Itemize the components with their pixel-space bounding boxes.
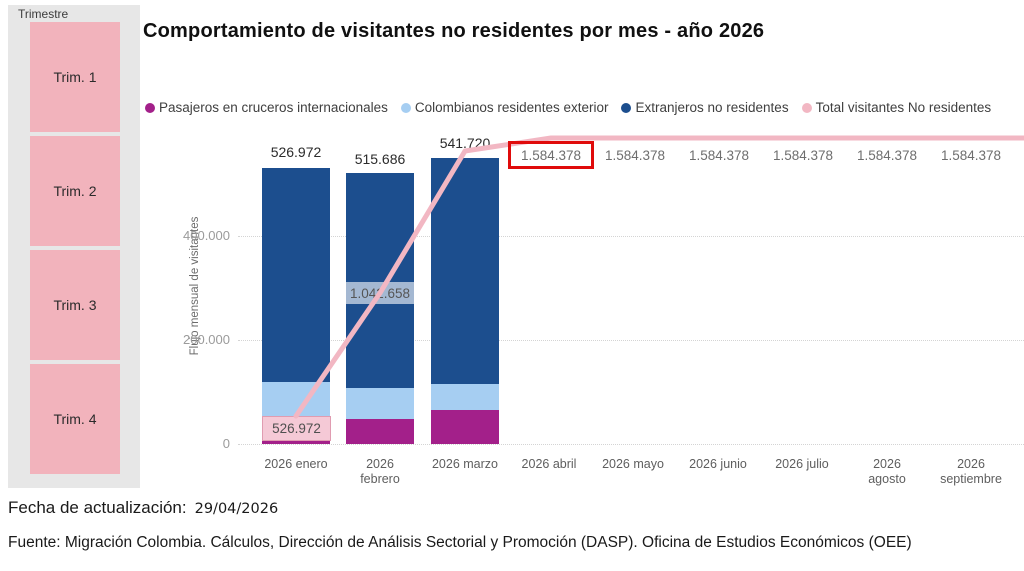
bar-febrero[interactable] — [346, 173, 414, 444]
sidebar-item-trim-1[interactable]: Trim. 1 — [30, 22, 120, 132]
bar-marzo[interactable] — [431, 158, 499, 444]
x-label-mayo: 2026 mayo — [602, 457, 664, 471]
line-label-enero: 526.972 — [262, 416, 331, 441]
x-label-julio: 2026 julio — [775, 457, 829, 471]
legend-item-extranjeros[interactable]: Extranjeros no residentes — [621, 100, 789, 115]
line-label-febrero: 1.042.658 — [346, 282, 414, 304]
bar-total-febrero: 515.686 — [354, 151, 406, 167]
line-label-septiembre: 1.584.378 — [940, 148, 1002, 163]
legend-label: Extranjeros no residentes — [635, 100, 789, 115]
source-line: Fuente: Migración Colombia. Cálculos, Di… — [8, 534, 912, 551]
x-label-enero: 2026 enero — [264, 457, 328, 471]
bar-enero-extranjeros[interactable] — [262, 168, 330, 382]
y-axis-title: Flujo mensual de visitantes — [189, 216, 201, 356]
update-date-label: Fecha de actualización: — [8, 498, 187, 517]
line-label-abril: 1.584.378 — [520, 148, 582, 163]
x-label-agosto: 2026 agosto — [868, 457, 906, 486]
bar-marzo-cruceros[interactable] — [431, 410, 499, 444]
trim-4-label: Trim. 4 — [53, 411, 97, 427]
x-label-junio: 2026 junio — [689, 457, 747, 471]
y-tick-200k: 200.000 — [183, 332, 230, 347]
x-label-abril: 2026 abril — [521, 457, 577, 471]
bar-marzo-colombianos[interactable] — [431, 384, 499, 410]
sidebar-item-trim-4[interactable]: Trim. 4 — [30, 364, 120, 474]
bar-total-enero: 526.972 — [270, 144, 322, 160]
bar-marzo-extranjeros[interactable] — [431, 158, 499, 384]
line-label-junio: 1.584.378 — [688, 148, 750, 163]
gridline-0 — [238, 444, 1024, 445]
legend-item-total[interactable]: Total visitantes No residentes — [801, 100, 992, 115]
legend-dot-lightblue-icon — [400, 102, 411, 113]
sidebar-item-trim-2[interactable]: Trim. 2 — [30, 136, 120, 246]
chart-legend: Pasajeros en cruceros internacionales Co… — [145, 100, 1020, 115]
update-date-line: Fecha de actualización: 29/04/2026 — [8, 498, 278, 518]
legend-label: Colombianos residentes exterior — [414, 100, 609, 115]
trim-2-label: Trim. 2 — [53, 183, 97, 199]
filter-title: Trimestre — [18, 7, 69, 21]
legend-dot-navy-icon — [621, 102, 632, 113]
legend-item-colombianos[interactable]: Colombianos residentes exterior — [400, 100, 609, 115]
bar-febrero-cruceros[interactable] — [346, 419, 414, 444]
sidebar-item-trim-3[interactable]: Trim. 3 — [30, 250, 120, 360]
trimestre-filter-panel: Trimestre Trim. 1 Trim. 2 Trim. 3 Trim. … — [8, 5, 140, 488]
y-tick-400k: 400.000 — [183, 228, 230, 243]
x-label-marzo: 2026 marzo — [431, 457, 498, 471]
legend-label: Total visitantes No residentes — [815, 100, 992, 115]
bar-enero[interactable] — [262, 168, 330, 444]
y-tick-0: 0 — [222, 436, 230, 451]
legend-item-cruceros[interactable]: Pasajeros en cruceros internacionales — [145, 100, 388, 115]
update-date-value: 29/04/2026 — [194, 501, 279, 517]
bar-febrero-extranjeros[interactable] — [346, 173, 414, 388]
trim-1-label: Trim. 1 — [53, 69, 97, 85]
line-label-mayo: 1.584.378 — [604, 148, 666, 163]
trim-3-label: Trim. 3 — [53, 297, 97, 313]
line-label-agosto: 1.584.378 — [856, 148, 918, 163]
page-title: Comportamiento de visitantes no resident… — [143, 20, 765, 42]
legend-dot-pink-icon — [801, 102, 812, 113]
legend-dot-magenta-icon — [145, 102, 155, 113]
x-label-febrero: 2026 febrero — [360, 457, 400, 486]
bar-total-marzo: 541.720 — [439, 135, 491, 151]
x-label-septiembre: 2026 septiembre — [940, 457, 1002, 486]
legend-label: Pasajeros en cruceros internacionales — [159, 100, 388, 115]
bar-febrero-colombianos[interactable] — [346, 388, 414, 419]
line-label-julio: 1.584.378 — [772, 148, 834, 163]
highlight-box-abril: 1.584.378 — [508, 141, 594, 169]
